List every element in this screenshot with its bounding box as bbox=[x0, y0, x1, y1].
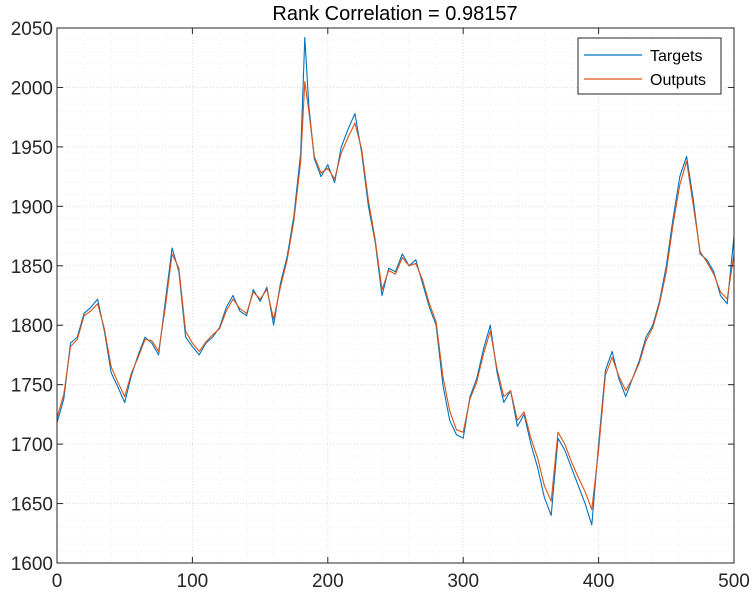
y-tick-label: 1600 bbox=[11, 554, 53, 575]
axes-box bbox=[56, 27, 735, 564]
x-tick-label: 400 bbox=[583, 571, 615, 592]
series-line-outputs bbox=[56, 80, 735, 511]
y-tick-label: 1750 bbox=[11, 376, 53, 397]
y-tick-label: 1700 bbox=[11, 435, 53, 456]
legend-box bbox=[577, 37, 722, 95]
minor-grid bbox=[57, 28, 734, 563]
chart-title: Rank Correlation = 0.98157 bbox=[272, 3, 517, 25]
y-tick-label: 1800 bbox=[11, 316, 53, 337]
x-tick-label: 500 bbox=[718, 571, 750, 592]
y-axis-ticks: 1600 1650 1700 1750 1800 1850 1900 1950 2000 2050 bbox=[11, 19, 734, 575]
x-tick-label: 200 bbox=[312, 571, 344, 592]
y-tick-label: 2000 bbox=[11, 78, 53, 99]
x-tick-label: 300 bbox=[447, 571, 479, 592]
legend: Targets Outputs bbox=[577, 37, 722, 95]
x-tick-label: 100 bbox=[177, 571, 209, 592]
y-tick-label: 1850 bbox=[11, 257, 53, 278]
legend-label-outputs: Outputs bbox=[650, 72, 706, 89]
series-layer bbox=[56, 36, 735, 526]
y-tick-label: 1900 bbox=[11, 197, 53, 218]
x-tick-label: 0 bbox=[52, 571, 63, 592]
y-tick-label: 1950 bbox=[11, 138, 53, 159]
series-line-targets bbox=[56, 36, 735, 526]
x-axis-ticks: 0 100 200 300 400 500 bbox=[52, 28, 750, 592]
y-tick-label: 2050 bbox=[11, 19, 53, 40]
legend-label-targets: Targets bbox=[650, 48, 702, 65]
y-tick-label: 1650 bbox=[11, 495, 53, 516]
plot-area bbox=[57, 28, 734, 563]
